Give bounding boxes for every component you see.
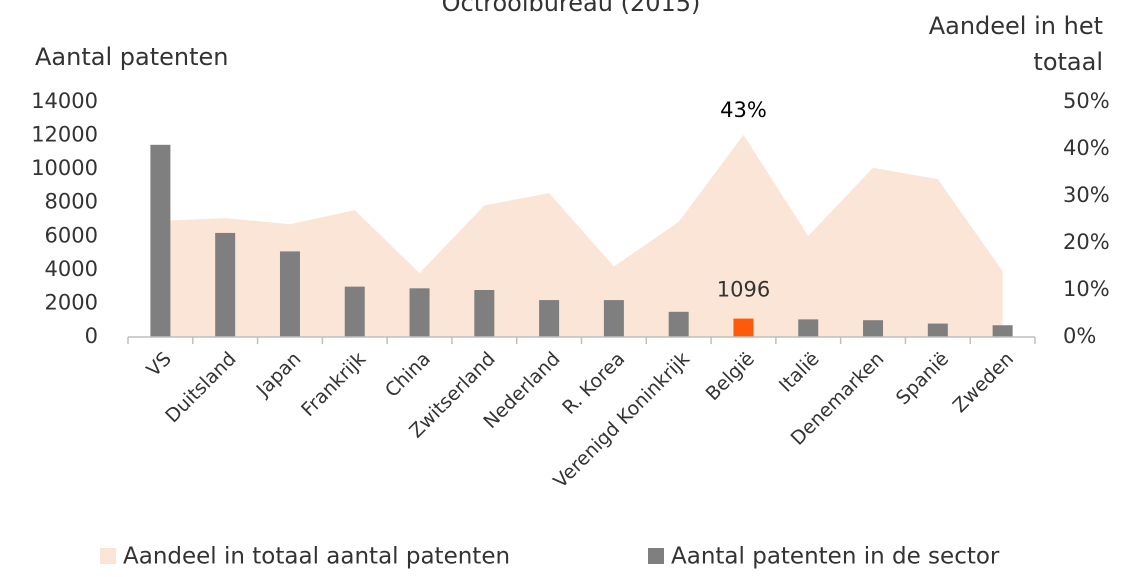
bar bbox=[992, 325, 1013, 337]
bar bbox=[668, 311, 689, 337]
y-tick-label: 14000 bbox=[31, 89, 98, 113]
area bbox=[160, 134, 1003, 337]
x-tick-label: China bbox=[381, 348, 435, 402]
bar bbox=[150, 144, 171, 337]
x-tick-label: Spanië bbox=[892, 348, 953, 409]
bar bbox=[603, 300, 624, 337]
y-tick-label: 4000 bbox=[45, 257, 98, 281]
y-tick-label: 0 bbox=[85, 324, 98, 348]
data-label: 43% bbox=[720, 98, 767, 122]
y2-tick-label: 0% bbox=[1063, 324, 1096, 348]
y2-axis-title: Aandeel in het bbox=[929, 12, 1103, 40]
x-tick-label: Duitsland bbox=[161, 348, 240, 427]
y2-tick-label: 30% bbox=[1063, 183, 1110, 207]
bar bbox=[539, 300, 560, 337]
legend-label: Aantal patenten in de sector bbox=[671, 544, 1000, 570]
legend-swatch bbox=[100, 548, 116, 564]
chart-title: Octrooibureau (2015) bbox=[442, 0, 701, 17]
x-tick-label: Japan bbox=[252, 348, 306, 402]
y-tick-label: 12000 bbox=[31, 123, 98, 147]
x-tick-label: Frankrijk bbox=[297, 348, 370, 421]
legend-swatch bbox=[648, 548, 664, 564]
y-tick-label: 10000 bbox=[31, 156, 98, 180]
y2-tick-label: 20% bbox=[1063, 230, 1110, 254]
bar bbox=[279, 251, 300, 337]
x-tick-label: Zweden bbox=[949, 348, 1018, 417]
y-tick-label: 8000 bbox=[45, 190, 98, 214]
x-tick-label: België bbox=[702, 348, 759, 405]
bar bbox=[863, 320, 884, 337]
bar bbox=[215, 232, 236, 337]
bar bbox=[733, 318, 754, 337]
x-tick-label: Italië bbox=[775, 348, 824, 397]
bar bbox=[927, 323, 948, 337]
y-tick-label: 2000 bbox=[45, 290, 98, 314]
y2-tick-label: 50% bbox=[1063, 89, 1110, 113]
y-tick-label: 6000 bbox=[45, 223, 98, 247]
y2-tick-label: 40% bbox=[1063, 136, 1110, 160]
x-tick-label: VS bbox=[143, 348, 176, 381]
bar bbox=[798, 319, 819, 337]
legend-label: Aandeel in totaal aantal patenten bbox=[123, 544, 510, 570]
bar bbox=[344, 286, 365, 337]
bar bbox=[474, 290, 495, 337]
data-label: 1096 bbox=[717, 278, 770, 302]
y2-axis-title: totaal bbox=[1033, 48, 1103, 76]
y-axis-title: Aantal patenten bbox=[35, 43, 228, 71]
bar bbox=[409, 288, 430, 337]
y2-tick-label: 10% bbox=[1063, 277, 1110, 301]
